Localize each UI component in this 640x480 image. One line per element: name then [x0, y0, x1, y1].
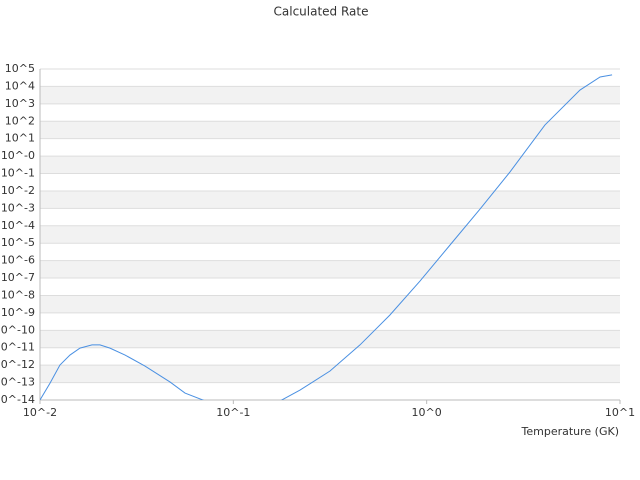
grid-band	[40, 278, 620, 296]
x-axis-label: Temperature (GK)	[521, 425, 620, 438]
y-tick-label: 10^-6	[1, 254, 35, 267]
grid-band	[40, 138, 620, 157]
y-tick-label: 10^-9	[1, 306, 35, 319]
grid-band	[40, 156, 620, 174]
y-tick-label: 10^-12	[0, 358, 35, 371]
y-tick-label: 10^-7	[1, 271, 35, 284]
y-tick-label: 10^-1	[1, 167, 35, 180]
grid-band	[40, 295, 620, 313]
y-tick-label: 10^-11	[0, 341, 35, 354]
data-line	[40, 74, 613, 400]
grid-band	[40, 347, 620, 366]
x-tick-label: 10^0	[412, 406, 442, 419]
grid-band	[40, 330, 620, 348]
grid-band	[40, 190, 620, 209]
y-tick-label: 10^4	[5, 79, 35, 92]
x-tick-label: 10^1	[605, 406, 635, 419]
x-tick-label: 10^-2	[23, 406, 57, 419]
y-tick-label: 10^-5	[1, 236, 35, 249]
y-tick-label: 10^-8	[1, 288, 35, 301]
y-tick-label: 10^1	[5, 132, 35, 145]
y-tick-label: 10^2	[5, 114, 35, 127]
grid-band	[40, 86, 620, 104]
grid-band	[40, 103, 620, 122]
grid-band	[40, 173, 620, 191]
grid-band	[40, 243, 620, 261]
y-tick-label: 10^3	[5, 97, 35, 110]
grid-band	[40, 69, 620, 87]
y-tick-label: 10^-14	[0, 393, 35, 406]
grid-band	[40, 208, 620, 226]
y-tick-label: 10^-4	[1, 219, 35, 232]
grid-band	[40, 260, 620, 279]
grid-band	[40, 382, 620, 400]
y-tick-label: 10^-13	[0, 376, 35, 389]
y-tick-label: 10^-10	[0, 323, 35, 336]
y-tick-label: 10^-2	[1, 184, 35, 197]
chart-title: Calculated Rate	[274, 5, 369, 19]
y-tick-label: 10^-0	[1, 149, 35, 162]
grid-band	[40, 312, 620, 331]
x-tick-label: 10^-1	[216, 406, 250, 419]
grid-band	[40, 121, 620, 139]
grid-band	[40, 365, 620, 383]
y-tick-label: 10^5	[5, 62, 35, 75]
y-tick-label: 10^-3	[1, 201, 35, 214]
grid-band	[40, 225, 620, 244]
